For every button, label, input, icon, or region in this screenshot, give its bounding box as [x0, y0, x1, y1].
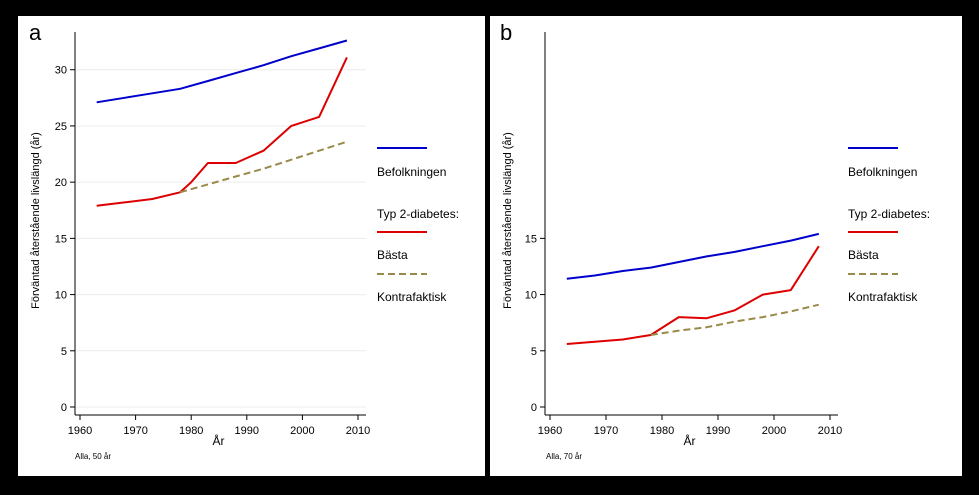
series-line-kontrafaktisk — [650, 303, 820, 336]
legend-label: Kontrafaktisk — [848, 290, 918, 304]
x-tick-label: 2010 — [818, 425, 842, 437]
legend-label: Kontrafaktisk — [377, 290, 447, 304]
series-line-b-sta — [566, 245, 820, 345]
y-axis-title: Förväntad återstående livslängd (år) — [502, 132, 514, 309]
y-tick-label: 5 — [61, 346, 67, 358]
panel-background — [18, 16, 485, 476]
legend: Befolkningen Bästa Kontrafaktisk Typ 2-diab… — [848, 147, 930, 304]
y-axis-title: Förväntad återstående livslängd (år) — [30, 132, 42, 309]
y-tick-label: 5 — [531, 346, 537, 358]
y-tick-label: 0 — [531, 402, 537, 414]
series-line-b-sta — [96, 56, 348, 207]
y-tick-label: 15 — [525, 233, 537, 245]
series-line-kontrafaktisk — [179, 140, 348, 194]
panel-note: Alla, 70 år — [546, 452, 582, 461]
series-line-befolkningen — [96, 39, 348, 104]
legend-header: Typ 2-diabetes: — [848, 207, 930, 221]
legend-label: Befolkningen — [377, 165, 446, 179]
y-tick-label: 10 — [525, 290, 537, 302]
panel-a: a 0 5 10 15 20 25 30 1960 1970 1980 1990 2000 2010 För… — [18, 16, 485, 476]
y-tick-label: 0 — [61, 402, 67, 414]
x-tick-label: 1990 — [235, 425, 259, 437]
x-tick-label: 2000 — [762, 425, 786, 437]
legend-label: Befolkningen — [848, 165, 917, 179]
x-tick-label: 2000 — [290, 425, 314, 437]
x-tick-label: 1980 — [179, 425, 203, 437]
x-tick-label: 1970 — [594, 425, 618, 437]
legend-header: Typ 2-diabetes: — [377, 207, 459, 221]
panel-background — [490, 16, 962, 476]
panel-letter: a — [29, 20, 42, 45]
panel-b: b 0 5 10 15 1960 1970 1980 1990 2000 2010 Förväntad… — [490, 16, 962, 476]
y-tick-label: 20 — [55, 177, 67, 189]
panel-note: Alla, 50 år — [75, 452, 111, 461]
y-tick-label: 10 — [55, 290, 67, 302]
legend-label: Bästa — [848, 248, 879, 262]
x-tick-label: 2010 — [346, 425, 370, 437]
y-tick-label: 30 — [55, 65, 67, 77]
legend: Befolkningen Bästa Kontrafaktisk Typ 2-diab… — [377, 147, 459, 304]
y-tick-label: 15 — [55, 233, 67, 245]
x-tick-label: 1970 — [123, 425, 147, 437]
x-axis-title: År — [684, 433, 696, 448]
legend-label: Bästa — [377, 248, 408, 262]
series-line-befolkningen — [566, 232, 820, 280]
x-tick-label: 1980 — [650, 425, 674, 437]
x-tick-label: 1990 — [706, 425, 730, 437]
panel-letter: b — [500, 20, 512, 45]
x-tick-label: 1960 — [68, 425, 92, 437]
x-axis-title: År — [213, 433, 225, 448]
y-tick-label: 25 — [55, 121, 67, 133]
x-tick-label: 1960 — [538, 425, 562, 437]
